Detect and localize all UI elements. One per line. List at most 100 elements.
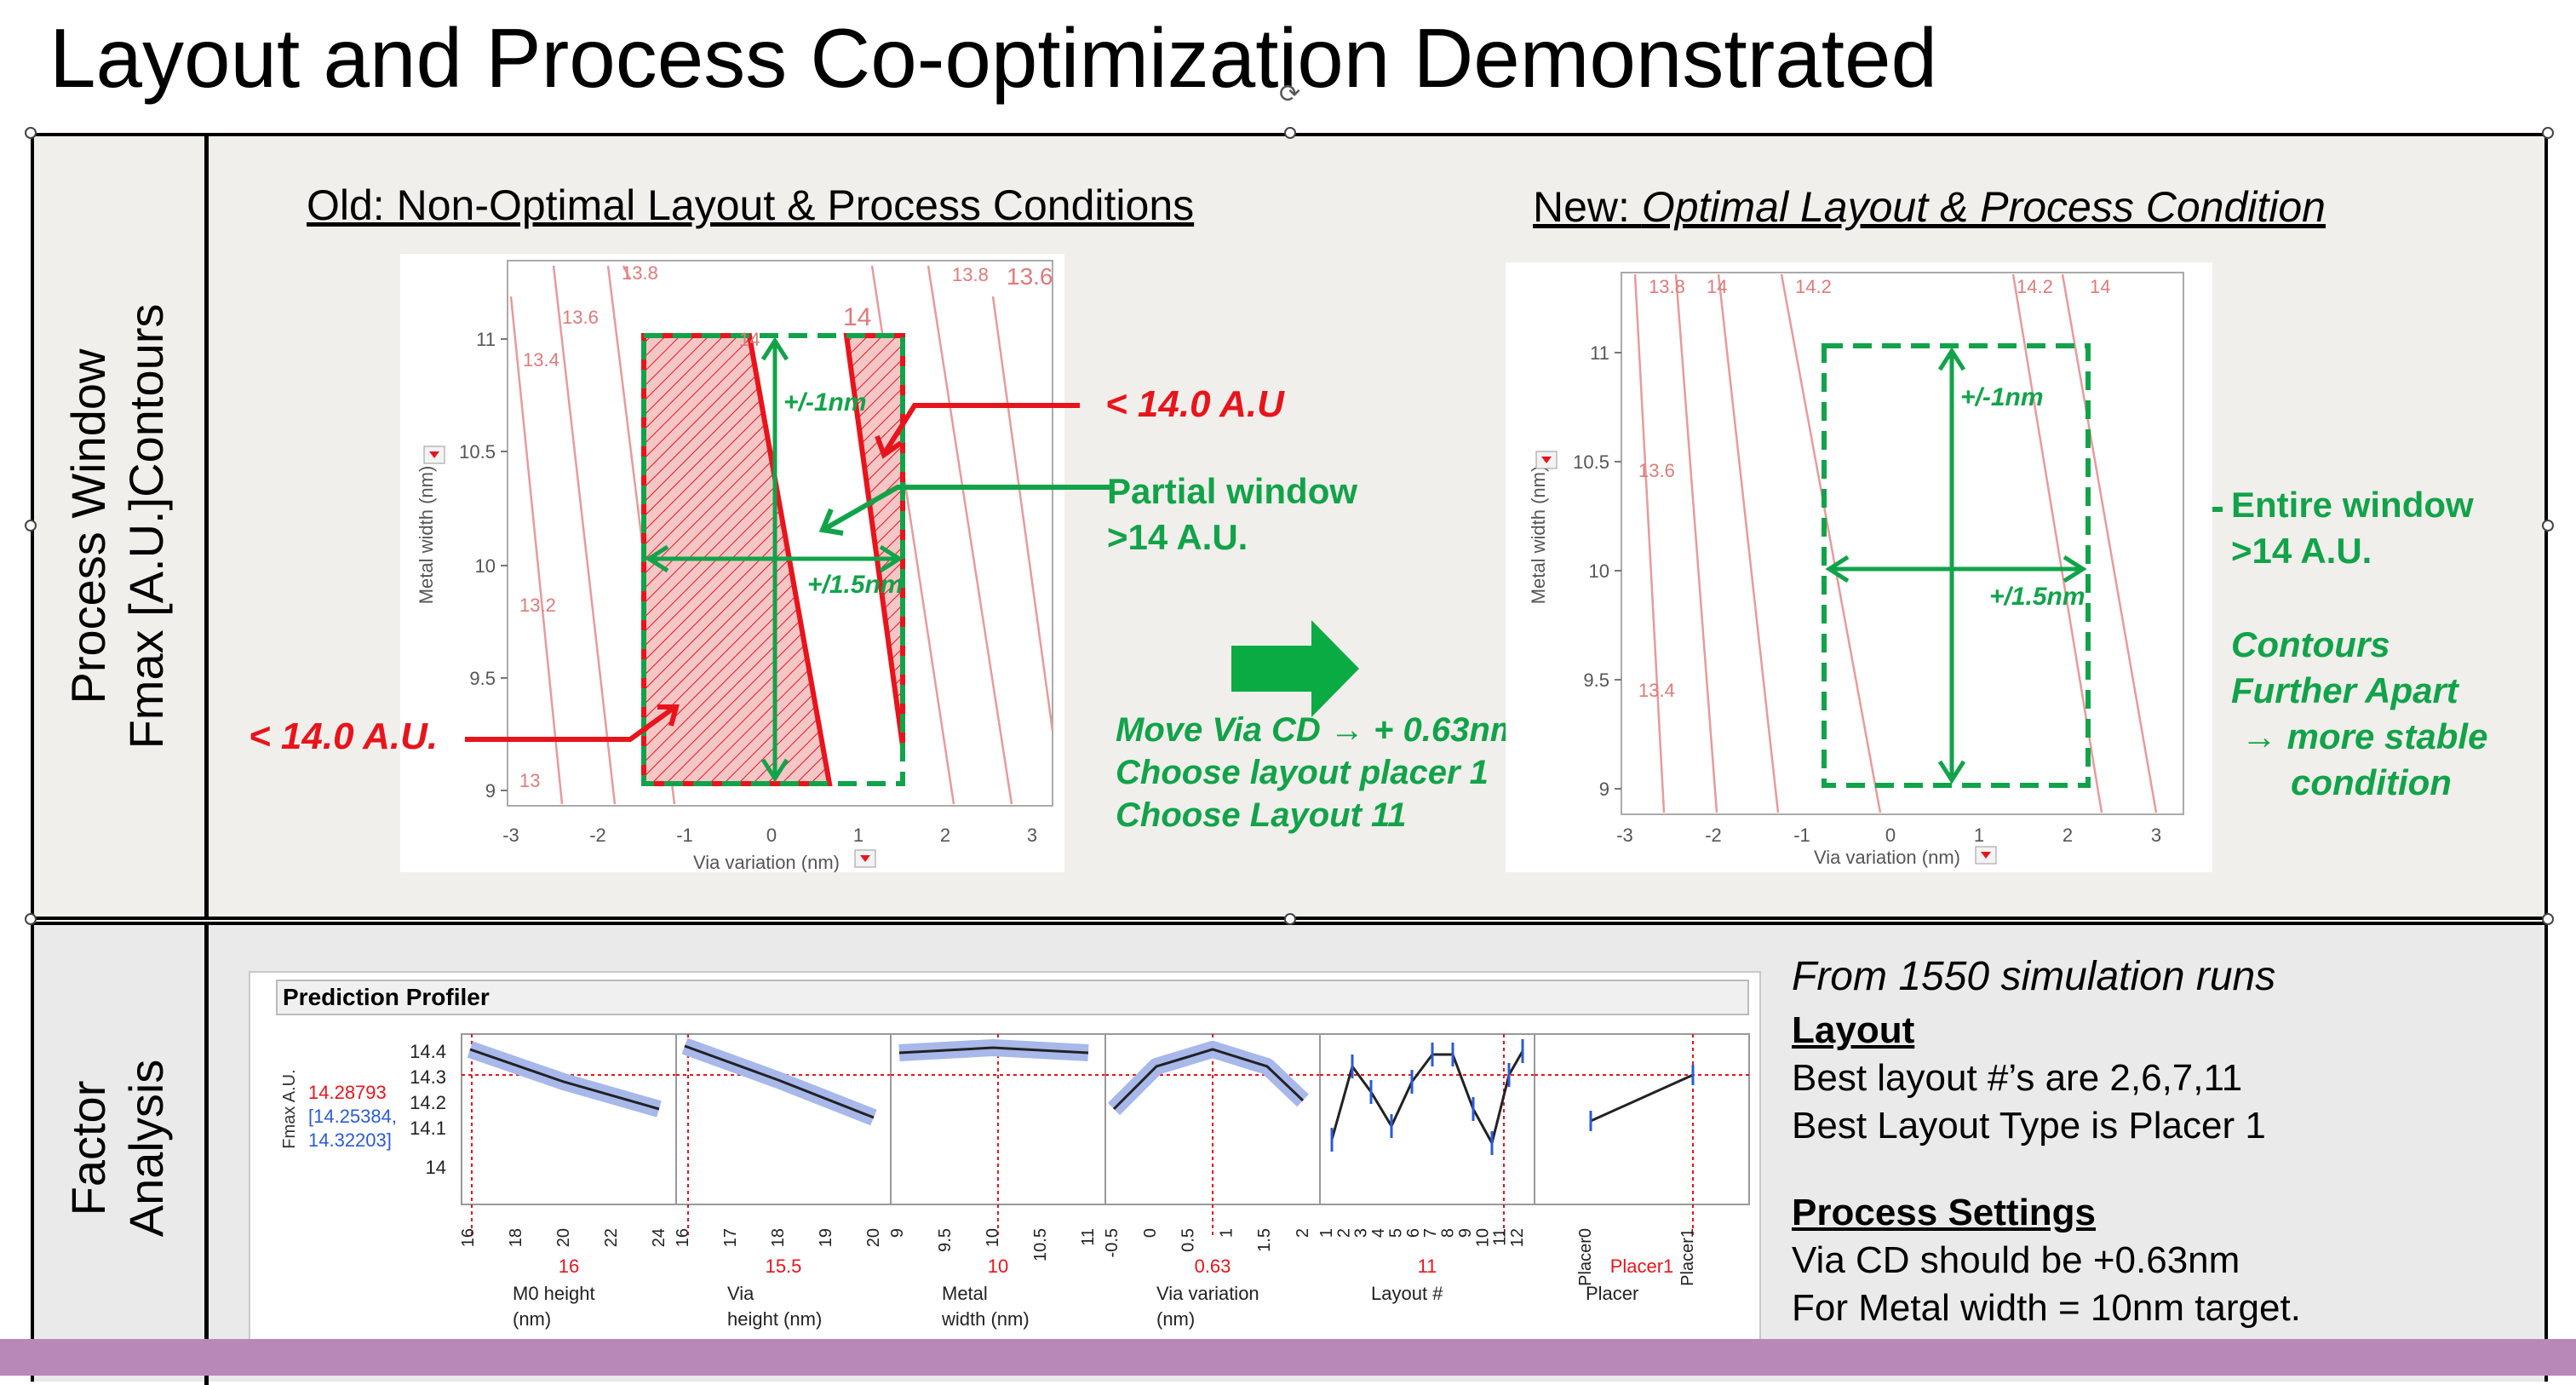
factor-current-value: 15.5 [766,1256,802,1277]
profile-x-tick: 9 [888,1228,907,1238]
contour-label: 13.8 [1649,276,1685,297]
y-tick: 10.5 [459,441,496,463]
resize-handle[interactable] [2542,520,2554,532]
profile-x-tick: 16 [459,1228,478,1247]
profile-cell [1534,1033,1750,1205]
contour-label: 14 [2090,276,2110,297]
x-tick: -2 [1705,825,1722,846]
dropdown-icon[interactable] [1975,846,1997,865]
callout-line: Entire window [2231,485,2474,525]
old-right-red-callout: < 14.0 A.U [1105,383,1284,425]
summary-block: From 1550 simulation runs Layout Best la… [1792,947,2301,1332]
y-axis-label: Metal width (nm) [1528,466,1549,605]
horizontal-tolerance-label: +/1.5nm [807,571,904,599]
layout-line: Best layout #’s are 2,6,7,11 [1792,1057,2243,1099]
profile-x-tick: 20 [554,1228,573,1247]
resize-handle[interactable] [2542,127,2554,139]
y-axis-label: Metal width (nm) [416,466,437,605]
heading-italic: Optimal Layout & Process Condition [1641,183,2326,231]
dropdown-icon[interactable] [854,849,876,868]
profile-x-tick: 9 [1456,1228,1475,1238]
y-tick: 10 [1589,560,1609,582]
profile-x-tick: 5 [1386,1228,1405,1238]
resize-handle[interactable] [1284,127,1296,139]
x-tick: -1 [1793,825,1810,846]
factor-label: (nm) [513,1308,551,1330]
partial-window-callout: Partial window >14 A.U. [1107,468,1357,560]
profiler-y-tick: 14.1 [410,1118,446,1139]
note-line: → more stable [2241,716,2488,756]
y-tick: 9.5 [1583,670,1609,691]
resize-handle[interactable] [25,520,37,532]
factor-label: width (nm) [941,1308,1030,1330]
resize-handle[interactable] [1284,913,1296,925]
heading-prefix: New: [1533,183,1642,231]
rotate-handle-icon[interactable]: ⟳ [1279,80,1301,108]
profile-x-tick: 2 [1334,1228,1353,1238]
contour-label: 13.6 [1638,460,1675,481]
x-axis-label: Via variation (nm) [1814,847,1960,868]
profile-curve [1590,1073,1694,1123]
resize-handle[interactable] [25,127,37,139]
resize-handle[interactable] [2542,913,2554,925]
profile-x-tick: 18 [769,1228,788,1247]
dropdown-icon[interactable] [1535,451,1558,469]
profile-x-tick: 0.5 [1179,1228,1198,1252]
callout-line: >14 A.U. [2231,531,2372,571]
profile-x-tick: 1 [1317,1228,1336,1238]
x-tick: 0 [766,825,777,846]
stability-note: Contours Further Apart → more stable con… [2231,622,2487,806]
old-condition-heading: Old: Non-Optimal Layout & Process Condit… [307,181,1195,229]
profile-x-tick: 1 [1217,1228,1236,1238]
profile-x-tick: 10 [984,1228,1002,1247]
profile-x-tick: 16 [674,1228,692,1247]
profile-x-tick: 7 [1421,1228,1440,1238]
callout-line: Partial window [1107,471,1358,511]
profile-curve [898,1046,1089,1055]
summary-intro: From 1550 simulation runs [1792,954,2276,999]
note-line: Contours [2231,624,2390,664]
contour-label: 13.2 [519,595,556,616]
contour-label: 13.8 [952,264,989,285]
instruction-line: Move Via CD → + 0.63nm [1116,711,1521,749]
contour-label: 14.2 [2017,276,2053,297]
prediction-profiler: Prediction Profiler Fmax A.U. 14.28793 [… [249,971,1761,1346]
profiler-y-tick: 14.4 [410,1041,446,1062]
x-tick: -2 [589,825,606,846]
section-divider [204,925,209,1385]
x-tick: 2 [2063,825,2073,846]
y-tick: 9 [485,780,496,802]
new-condition-heading: New: Optimal Layout & Process Condition [1533,182,2326,232]
confidence-interval-high: 14.32203] [308,1129,392,1151]
process-line: For Metal width = 10nm target. [1792,1287,2301,1329]
factor-current-value: 0.63 [1195,1256,1231,1277]
note-line: Further Apart [2231,670,2458,710]
contour-label: 13.4 [1638,680,1675,701]
x-tick: 0 [1885,825,1896,846]
process-settings-heading: Process Settings [1792,1192,2097,1233]
old-left-red-callout: < 14.0 A.U. [249,715,439,757]
profile-x-tick: 17 [721,1228,740,1247]
profile-x-tick: Placer1 [1678,1228,1697,1286]
contour-label: 13.6 [562,307,599,328]
profile-curve [469,1048,660,1111]
x-tick: 3 [1027,825,1037,846]
factor-label: Via variation [1156,1283,1259,1304]
horizontal-tolerance-label: +/1.5nm [1989,583,2085,611]
resize-handle[interactable] [25,913,37,925]
old-contour-plot: 11 10.5 10 9.5 9 -3 -2 -1 0 1 2 3 Via va… [400,254,1064,872]
profile-x-tick: Placer0 [1576,1228,1595,1286]
move-instructions: Move Via CD → + 0.63nm Choose layout pla… [1116,709,1520,836]
factor-label: M0 height [513,1283,595,1304]
contour-label: 14 [843,303,871,331]
factor-label: Via [727,1283,754,1304]
contour-label: 13.6 [1007,263,1053,290]
profile-x-tick: -0.5 [1103,1228,1122,1257]
factor-label: Placer [1586,1283,1638,1304]
dropdown-icon[interactable] [423,445,445,464]
entire-window-callout: Entire window >14 A.U. [2231,482,2474,574]
factor-label: Layout # [1371,1283,1443,1304]
layout-line: Best Layout Type is Placer 1 [1792,1105,2266,1147]
profiler-y-label: Fmax A.U. [280,1069,299,1148]
